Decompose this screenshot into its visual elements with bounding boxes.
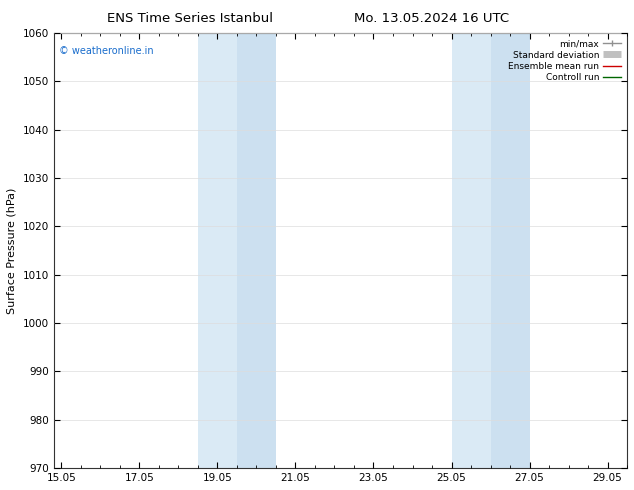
- Bar: [451, 33, 491, 468]
- Text: Mo. 13.05.2024 16 UTC: Mo. 13.05.2024 16 UTC: [354, 12, 508, 25]
- Legend: min/max, Standard deviation, Ensemble mean run, Controll run: min/max, Standard deviation, Ensemble me…: [507, 38, 623, 84]
- Text: ENS Time Series Istanbul: ENS Time Series Istanbul: [107, 12, 273, 25]
- Bar: [491, 33, 529, 468]
- Y-axis label: Surface Pressure (hPa): Surface Pressure (hPa): [7, 187, 17, 314]
- Text: © weatheronline.in: © weatheronline.in: [60, 46, 154, 56]
- Bar: [198, 33, 237, 468]
- Bar: [237, 33, 276, 468]
